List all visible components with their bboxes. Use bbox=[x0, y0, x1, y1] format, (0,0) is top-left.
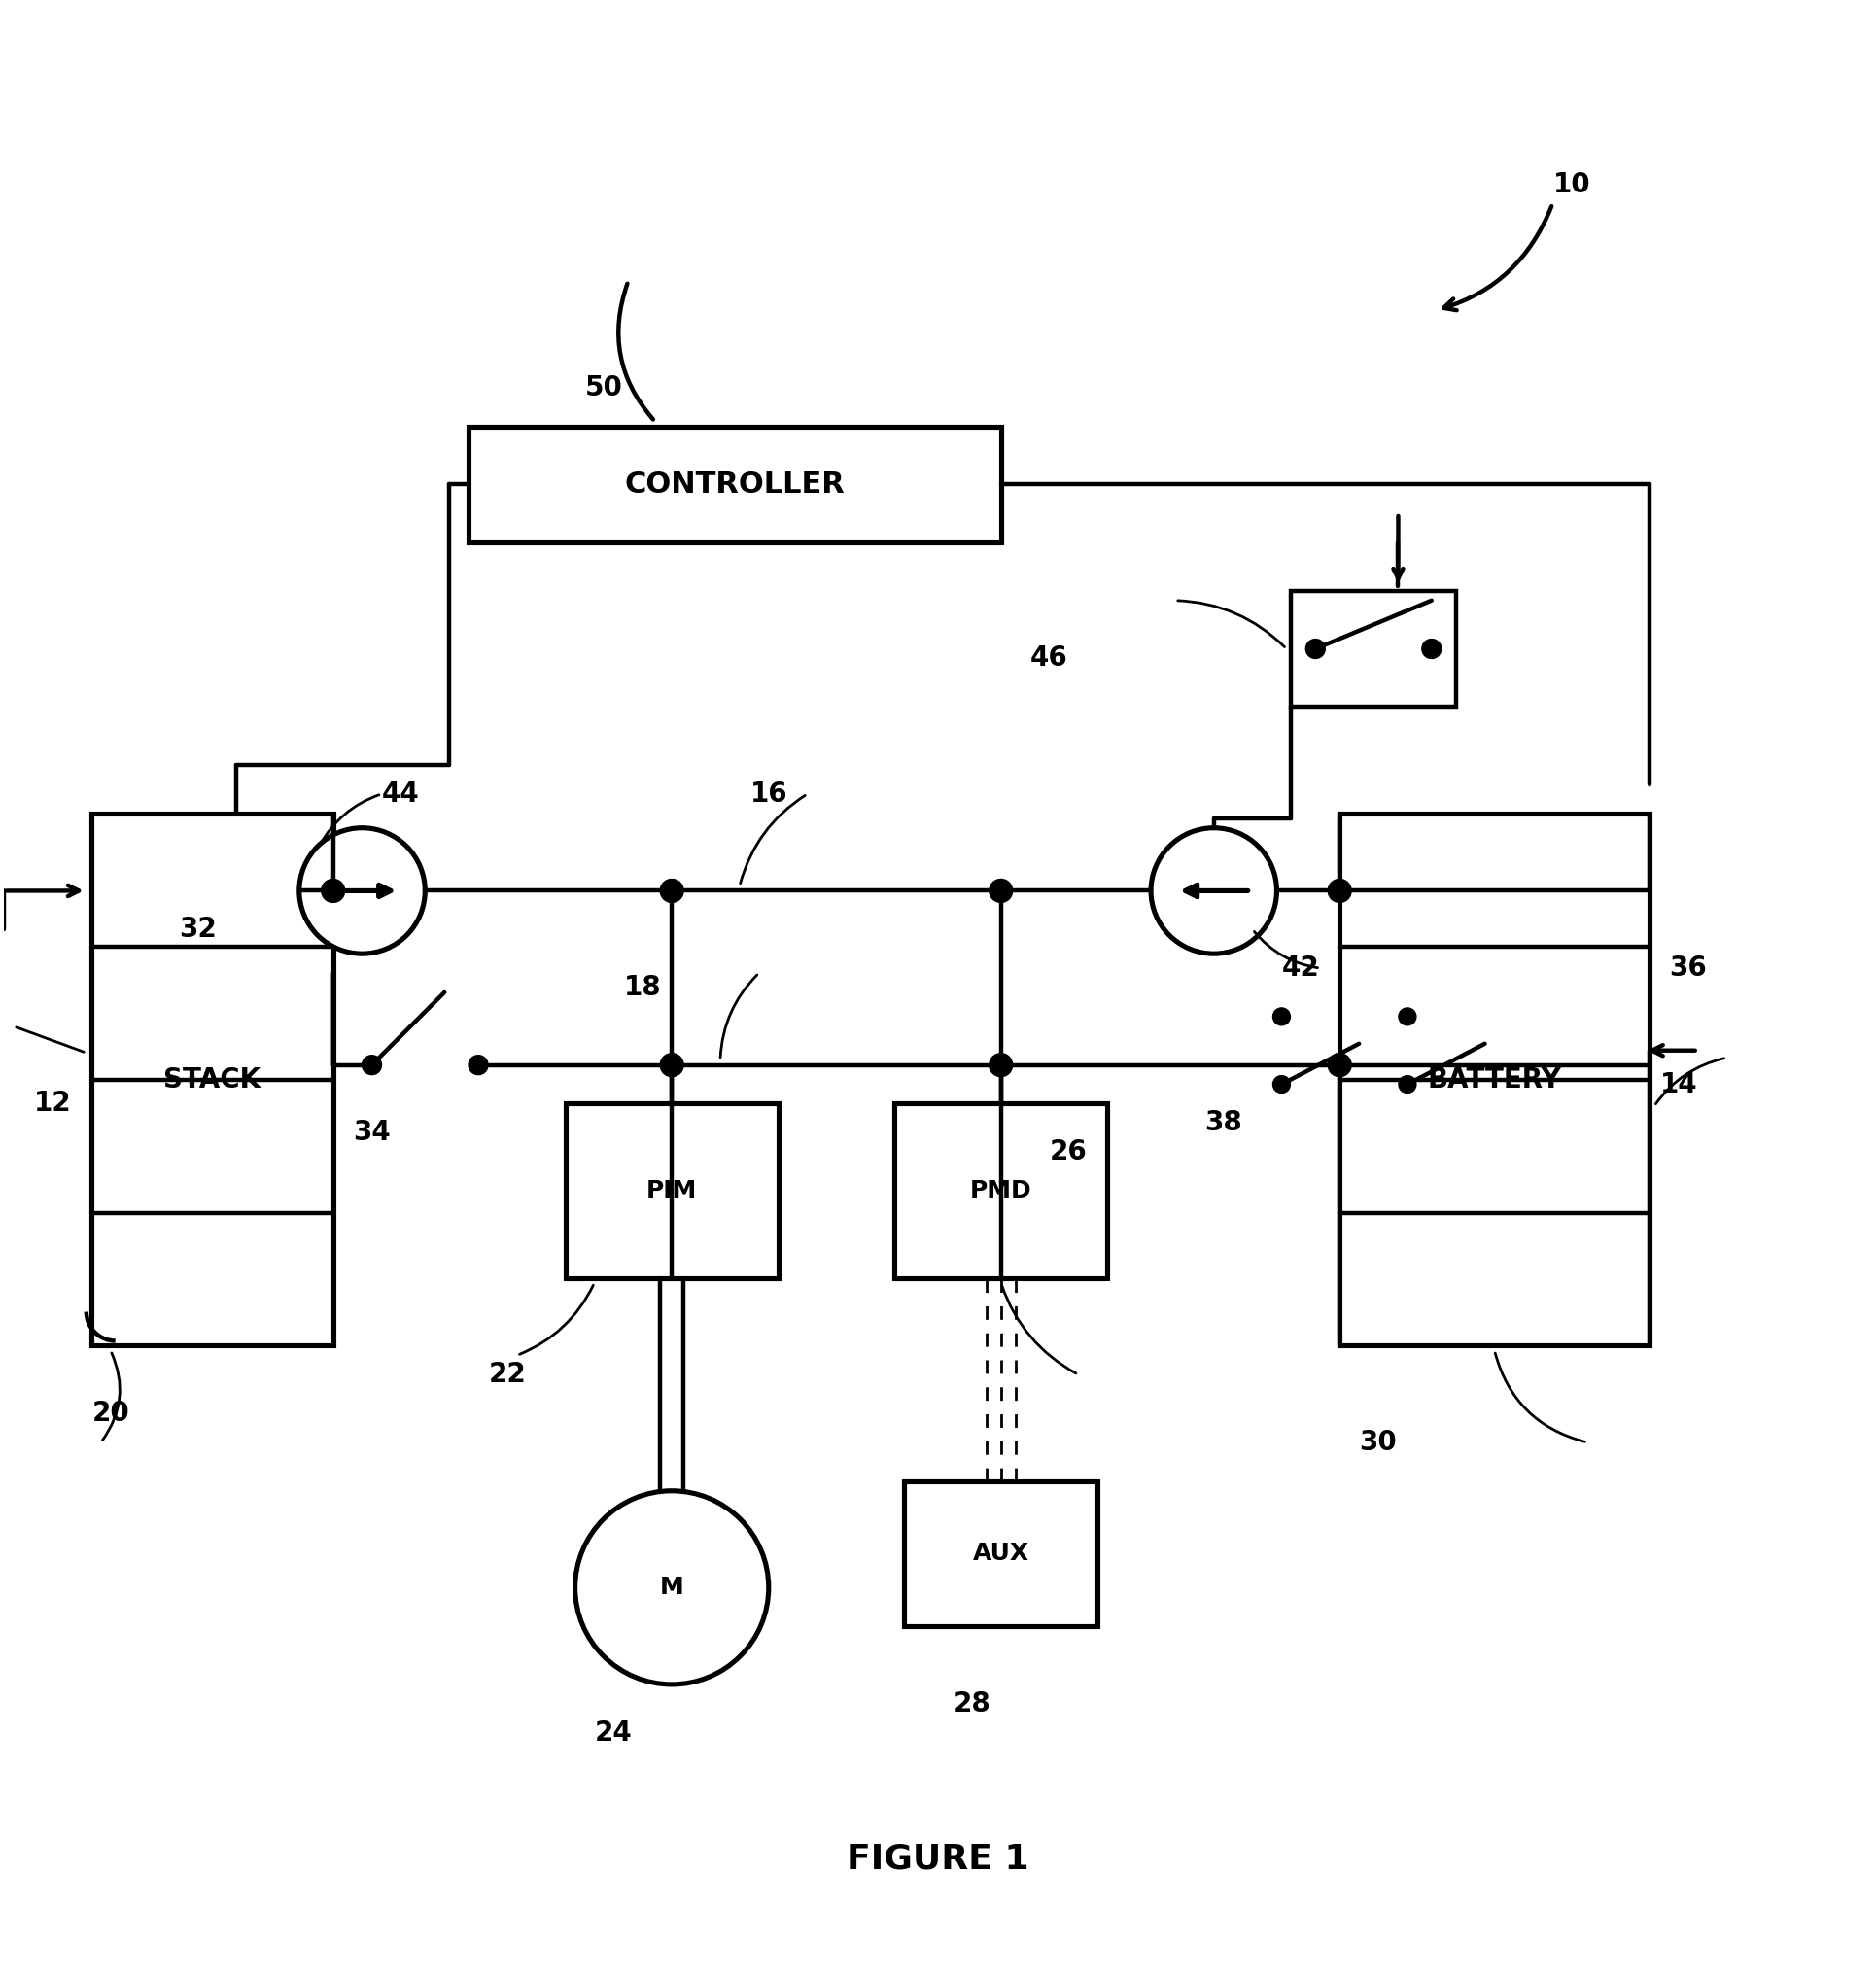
Circle shape bbox=[300, 827, 426, 954]
Circle shape bbox=[660, 879, 683, 902]
Text: 32: 32 bbox=[178, 916, 216, 944]
Circle shape bbox=[1150, 827, 1278, 954]
Text: 24: 24 bbox=[595, 1720, 632, 1745]
Circle shape bbox=[1306, 639, 1324, 659]
Bar bbox=[565, 1104, 779, 1278]
Text: 20: 20 bbox=[92, 1399, 129, 1427]
Circle shape bbox=[1399, 1007, 1416, 1025]
Text: 44: 44 bbox=[383, 780, 420, 807]
Text: 30: 30 bbox=[1360, 1429, 1398, 1457]
Circle shape bbox=[321, 879, 345, 902]
Text: 42: 42 bbox=[1281, 954, 1321, 982]
Circle shape bbox=[1399, 1077, 1416, 1092]
Circle shape bbox=[989, 879, 1013, 902]
Circle shape bbox=[576, 1490, 769, 1684]
Text: 34: 34 bbox=[353, 1120, 390, 1146]
Bar bbox=[92, 813, 334, 1346]
Text: FIGURE 1: FIGURE 1 bbox=[846, 1842, 1030, 1876]
Circle shape bbox=[1422, 639, 1441, 659]
Circle shape bbox=[1274, 1007, 1291, 1025]
Bar bbox=[904, 1480, 1097, 1627]
Text: 46: 46 bbox=[1030, 645, 1067, 673]
Text: AUX: AUX bbox=[972, 1542, 1030, 1565]
Circle shape bbox=[1274, 1077, 1291, 1092]
Circle shape bbox=[469, 1055, 488, 1075]
Text: PIM: PIM bbox=[647, 1179, 698, 1203]
Text: 38: 38 bbox=[1204, 1110, 1242, 1136]
Bar bbox=[1339, 813, 1649, 1346]
Text: 50: 50 bbox=[585, 374, 623, 402]
Text: 14: 14 bbox=[1660, 1071, 1698, 1098]
Text: 10: 10 bbox=[1553, 170, 1591, 198]
Bar bbox=[895, 1104, 1107, 1278]
Text: 36: 36 bbox=[1670, 954, 1707, 982]
Circle shape bbox=[660, 1053, 683, 1077]
Text: 28: 28 bbox=[953, 1690, 991, 1718]
Text: 12: 12 bbox=[34, 1090, 71, 1118]
Text: 22: 22 bbox=[488, 1362, 525, 1389]
Circle shape bbox=[323, 881, 343, 900]
Circle shape bbox=[1328, 879, 1351, 902]
Text: STACK: STACK bbox=[163, 1067, 261, 1092]
Circle shape bbox=[989, 1053, 1013, 1077]
Text: 18: 18 bbox=[625, 974, 662, 1001]
Bar bbox=[469, 425, 1002, 542]
Text: 26: 26 bbox=[1051, 1138, 1088, 1166]
Text: 16: 16 bbox=[750, 780, 788, 807]
Bar bbox=[1291, 592, 1456, 707]
Circle shape bbox=[1328, 1053, 1351, 1077]
Text: M: M bbox=[660, 1575, 685, 1599]
Circle shape bbox=[362, 1055, 381, 1075]
Text: BATTERY: BATTERY bbox=[1428, 1067, 1561, 1092]
Text: PMD: PMD bbox=[970, 1179, 1032, 1203]
Text: CONTROLLER: CONTROLLER bbox=[625, 471, 844, 499]
